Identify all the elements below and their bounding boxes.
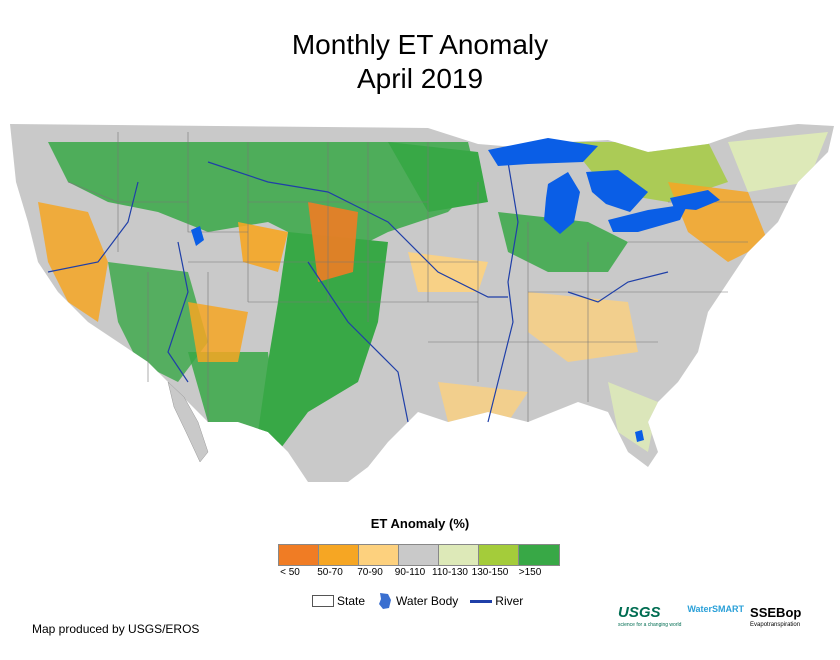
watersmart-logo: WaterSMART (687, 604, 745, 614)
state-boundaries (67, 132, 788, 422)
legend-swatch (319, 545, 359, 565)
state-symbol: State (312, 594, 365, 608)
rivers (47, 161, 669, 423)
legend-label: 90-110 (394, 567, 426, 578)
legend-title: ET Anomaly (%) (370, 516, 470, 531)
state-box-icon (312, 595, 334, 607)
logos: USGS science for a changing world WaterS… (618, 604, 801, 628)
legend-swatch (399, 545, 439, 565)
legend-swatch (439, 545, 479, 565)
water-body-symbol: Water Body (377, 592, 458, 610)
lake-huron (586, 170, 648, 212)
lake-okeechobee (635, 430, 644, 442)
ssebop-logo: SSEBop Evapotranspiration (750, 604, 802, 629)
lake-ontario (670, 190, 720, 210)
water-drop-icon (379, 593, 392, 609)
ssebop-logo-text: SSEBop (750, 605, 802, 620)
legend-label: 130-150 (471, 567, 509, 578)
symbol-legend: State Water Body River (312, 592, 531, 610)
river-symbol: River (470, 594, 523, 608)
legend-label: < 50 (280, 567, 300, 578)
legend-swatch (359, 545, 399, 565)
legend-color-bar (278, 544, 560, 566)
river-line-icon (470, 599, 493, 603)
legend-swatch (479, 545, 519, 565)
lake-superior (488, 138, 598, 166)
usgs-logo: USGS science for a changing world (618, 604, 682, 629)
mexico-area (167, 381, 209, 463)
river-label: River (495, 594, 524, 608)
title-line-1: Monthly ET Anomaly (291, 29, 549, 60)
water-bodies (191, 138, 720, 442)
credit-text: Map produced by USGS/EROS (32, 622, 200, 636)
usgs-tagline: science for a changing world (618, 622, 682, 628)
legend-label: 70-90 (357, 567, 383, 578)
title-line-2: April 2019 (356, 63, 484, 94)
legend-labels: < 50 50-70 70-90 90-110 110-130 130-150 … (270, 567, 550, 578)
great-salt-lake (191, 226, 204, 246)
lake-erie (608, 204, 688, 232)
legend-swatch (519, 545, 559, 565)
legend-label: 50-70 (317, 567, 343, 578)
map-title: Monthly ET Anomaly April 2019 (0, 28, 840, 96)
conus-map-svg (10, 124, 834, 482)
water-body-label: Water Body (396, 594, 459, 608)
legend-label: >150 (518, 567, 542, 578)
et-anomaly-map (8, 122, 838, 482)
ssebop-subtitle: Evapotranspiration (750, 622, 801, 628)
legend-label: 110-130 (432, 567, 468, 578)
legend-swatch (279, 545, 319, 565)
usgs-logo-text: USGS (618, 604, 661, 621)
lake-michigan (544, 172, 580, 234)
state-label: State (337, 594, 366, 608)
